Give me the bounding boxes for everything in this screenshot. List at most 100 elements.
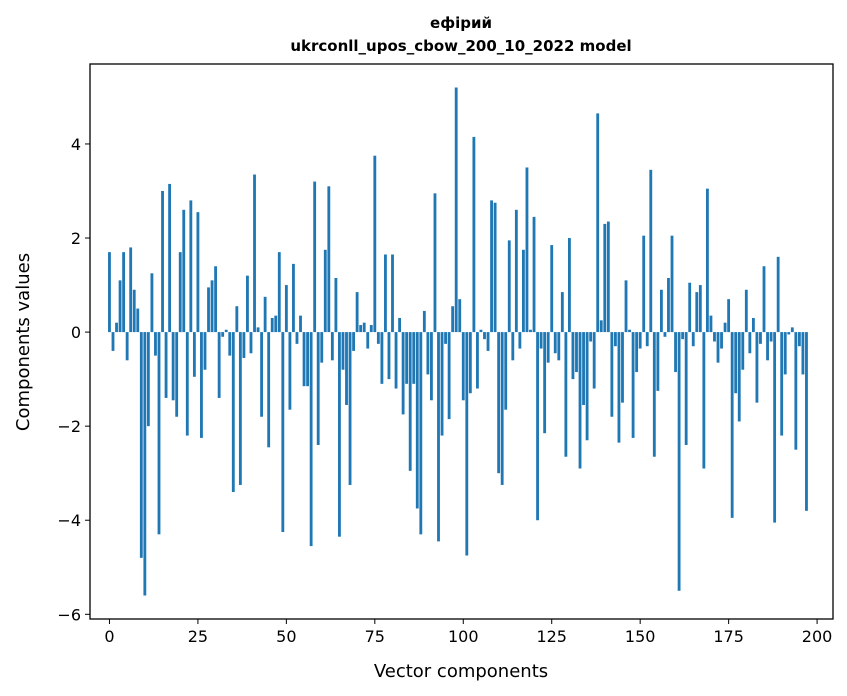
bar xyxy=(185,332,189,436)
x-tick-label: 0 xyxy=(104,627,114,646)
bar xyxy=(256,327,260,333)
bar xyxy=(659,289,663,333)
bar xyxy=(178,252,182,333)
bar xyxy=(606,221,610,333)
bar xyxy=(518,332,522,349)
bar xyxy=(741,332,745,370)
bar xyxy=(267,332,271,448)
bar xyxy=(568,238,571,333)
bar xyxy=(631,332,635,438)
bar xyxy=(589,332,593,342)
bar xyxy=(734,332,738,394)
bar xyxy=(479,329,483,333)
bar xyxy=(681,332,685,340)
bar xyxy=(235,306,239,333)
bar xyxy=(776,256,780,333)
bar xyxy=(564,332,568,457)
bar xyxy=(288,332,292,410)
bar xyxy=(663,332,667,337)
bar xyxy=(674,332,677,373)
bar xyxy=(341,332,345,370)
bar xyxy=(571,332,575,380)
bar xyxy=(210,280,214,333)
bar xyxy=(539,332,543,349)
x-tick-label: 150 xyxy=(625,627,656,646)
bar xyxy=(196,212,200,333)
bar xyxy=(787,332,791,335)
bar xyxy=(557,332,561,361)
bar xyxy=(688,282,692,333)
bar xyxy=(299,315,302,333)
bar xyxy=(270,317,274,333)
x-tick-label: 75 xyxy=(365,627,385,646)
bar xyxy=(755,332,759,403)
bar xyxy=(511,332,515,361)
bar xyxy=(352,332,355,351)
bar xyxy=(461,332,465,401)
bar xyxy=(645,332,649,347)
bar xyxy=(203,332,207,370)
bar xyxy=(677,332,681,591)
bar xyxy=(306,332,310,387)
bar xyxy=(656,332,660,391)
bar xyxy=(384,254,387,333)
bar xyxy=(408,332,412,471)
bar xyxy=(373,155,377,333)
bar xyxy=(207,287,210,333)
bar xyxy=(582,332,585,405)
bar xyxy=(146,332,150,427)
bar xyxy=(129,247,133,333)
bar xyxy=(536,332,539,521)
bar xyxy=(277,252,281,333)
bar xyxy=(613,332,617,347)
bar xyxy=(415,332,419,509)
bar xyxy=(532,216,536,333)
bar xyxy=(246,275,249,333)
bar xyxy=(274,315,278,333)
bar xyxy=(529,329,532,333)
bar xyxy=(387,332,391,380)
x-tick-label: 100 xyxy=(448,627,479,646)
bar xyxy=(592,332,596,389)
bar xyxy=(214,266,218,333)
bar xyxy=(550,245,554,333)
bar xyxy=(426,332,430,375)
bar xyxy=(359,325,363,333)
bar xyxy=(164,332,168,398)
bar xyxy=(327,186,331,333)
x-tick-label: 200 xyxy=(802,627,833,646)
y-axis-label: Components values xyxy=(13,253,34,431)
bar xyxy=(468,332,472,394)
x-axis-ticks: 0 25 50 75 100 125 150 175 200 xyxy=(104,619,832,646)
bar xyxy=(727,299,731,333)
bar xyxy=(320,332,324,363)
bar xyxy=(330,332,334,361)
bar xyxy=(617,332,621,443)
bar xyxy=(338,332,341,537)
bar xyxy=(437,332,440,542)
bar xyxy=(253,174,256,333)
bar xyxy=(405,332,409,384)
bar xyxy=(751,317,755,333)
x-axis-label: Vector components xyxy=(374,661,548,682)
bar xyxy=(624,280,628,333)
y-tick-label: −2 xyxy=(57,417,81,436)
bar xyxy=(652,332,656,457)
bar xyxy=(702,332,706,469)
bar xyxy=(603,223,607,333)
bar xyxy=(486,332,490,351)
bar xyxy=(136,308,140,333)
bar xyxy=(348,332,352,485)
bar xyxy=(132,289,136,333)
bar xyxy=(281,332,285,532)
bar xyxy=(334,278,338,333)
bar xyxy=(504,332,508,410)
bar xyxy=(762,266,766,333)
bar xyxy=(794,332,798,450)
bar xyxy=(139,332,143,558)
bar xyxy=(493,202,497,333)
y-tick-label: 2 xyxy=(71,229,81,248)
bar xyxy=(599,320,603,333)
bar xyxy=(695,292,699,333)
